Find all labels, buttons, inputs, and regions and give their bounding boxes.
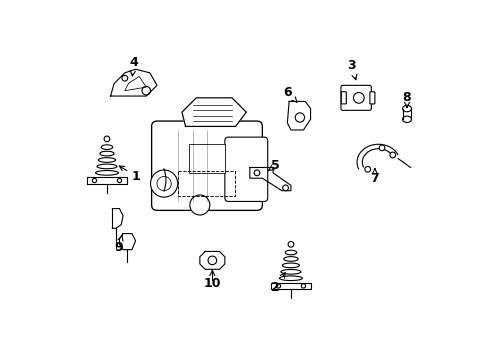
Circle shape (353, 93, 364, 103)
Ellipse shape (285, 250, 296, 255)
Ellipse shape (402, 116, 411, 122)
Circle shape (378, 145, 384, 151)
Ellipse shape (101, 145, 112, 149)
Ellipse shape (95, 171, 118, 175)
Circle shape (240, 181, 251, 193)
Ellipse shape (283, 257, 298, 261)
Text: 6: 6 (283, 86, 296, 102)
Ellipse shape (97, 164, 117, 169)
FancyBboxPatch shape (340, 85, 370, 111)
Circle shape (301, 284, 305, 288)
Text: 10: 10 (203, 270, 221, 290)
Circle shape (287, 242, 293, 247)
Circle shape (157, 176, 171, 191)
Ellipse shape (402, 105, 411, 112)
FancyBboxPatch shape (224, 137, 267, 202)
Text: 9: 9 (114, 235, 122, 255)
FancyBboxPatch shape (341, 92, 346, 104)
Ellipse shape (98, 158, 115, 162)
FancyBboxPatch shape (369, 92, 374, 104)
Circle shape (142, 86, 150, 95)
Circle shape (254, 170, 259, 176)
Ellipse shape (282, 263, 299, 268)
Circle shape (276, 284, 280, 288)
Circle shape (92, 179, 97, 183)
Text: 7: 7 (370, 168, 379, 185)
Circle shape (234, 176, 257, 199)
Text: 8: 8 (402, 91, 410, 108)
FancyBboxPatch shape (151, 121, 262, 210)
Text: 2: 2 (271, 273, 285, 294)
Circle shape (122, 75, 127, 81)
Circle shape (117, 179, 122, 183)
Circle shape (364, 166, 370, 172)
Circle shape (189, 195, 209, 215)
Circle shape (295, 113, 304, 122)
Circle shape (207, 256, 216, 265)
Text: 5: 5 (268, 159, 280, 172)
Text: 3: 3 (346, 59, 356, 80)
Circle shape (282, 185, 288, 191)
Circle shape (104, 136, 110, 142)
Circle shape (389, 152, 395, 158)
Polygon shape (182, 98, 246, 126)
Circle shape (150, 170, 177, 197)
Text: 1: 1 (119, 166, 141, 183)
Ellipse shape (281, 270, 300, 274)
Ellipse shape (100, 151, 114, 156)
Ellipse shape (279, 276, 302, 280)
Text: 4: 4 (129, 55, 138, 76)
Bar (189, 144, 224, 173)
